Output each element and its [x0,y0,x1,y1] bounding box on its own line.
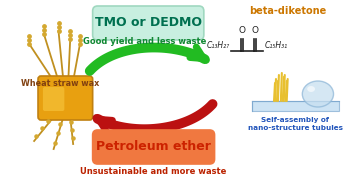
Text: Petroleum ether: Petroleum ether [96,140,210,153]
Point [77,34,83,37]
Point [70,137,76,140]
Ellipse shape [307,86,315,92]
Point [58,122,63,125]
Text: O: O [238,26,245,35]
Text: beta-diketone: beta-diketone [249,6,326,16]
FancyBboxPatch shape [38,76,92,120]
Point [52,141,58,144]
Text: Wheat straw wax: Wheat straw wax [22,80,100,88]
Polygon shape [252,101,339,111]
FancyBboxPatch shape [92,6,204,40]
Point [68,121,74,124]
Point [41,29,47,32]
Point [39,127,45,130]
Text: O: O [251,26,258,35]
Point [56,29,61,33]
Ellipse shape [302,81,334,107]
FancyBboxPatch shape [43,87,64,111]
Point [67,37,73,40]
Text: TMO or DEDMO: TMO or DEDMO [95,16,202,29]
Text: C₁₅H₃₁: C₁₅H₃₁ [264,40,287,50]
Point [67,33,73,36]
Point [26,34,32,37]
Point [41,25,47,28]
Text: Self-assembly of
nano-structure tubules: Self-assembly of nano-structure tubules [248,117,343,131]
Point [55,132,60,135]
Point [41,33,47,36]
Text: C₁₃H₂₇: C₁₃H₂₇ [207,40,230,50]
Text: Good yield and less waste: Good yield and less waste [83,37,206,46]
Point [69,129,75,132]
Point [77,39,83,42]
Point [26,39,32,42]
Point [45,120,50,123]
Point [56,22,61,25]
Point [77,43,83,46]
Point [67,29,73,33]
FancyBboxPatch shape [92,130,215,164]
Point [33,134,39,137]
Point [26,43,32,46]
Point [56,26,61,29]
Text: Unsustainable and more waste: Unsustainable and more waste [80,167,226,176]
